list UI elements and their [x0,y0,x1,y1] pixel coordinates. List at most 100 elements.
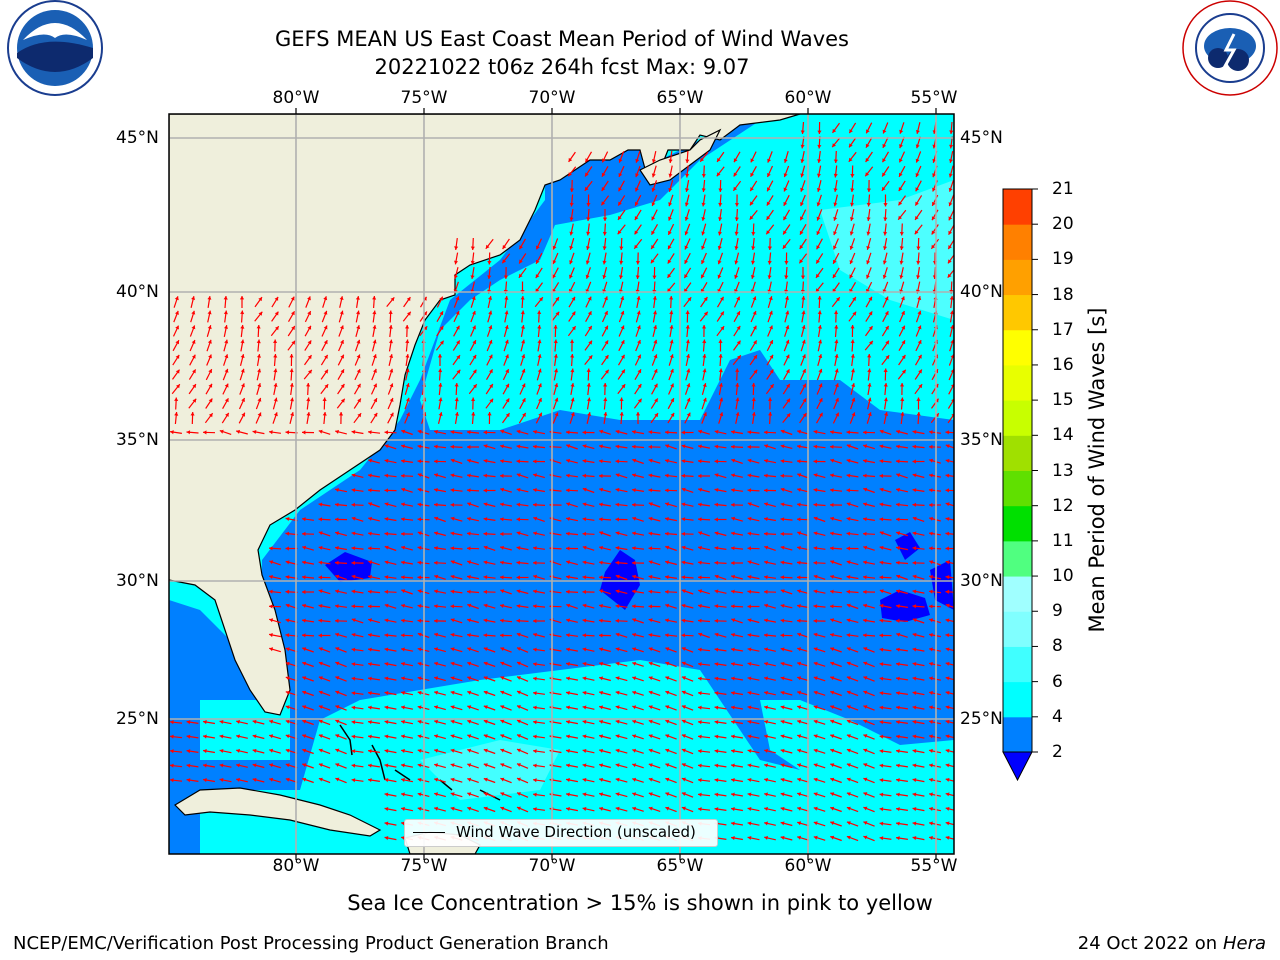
wind-vector-head [584,186,589,191]
wind-vector-head [434,429,438,434]
wind-vector-head [830,473,834,478]
wind-vector-head [318,502,323,507]
wind-vector-head [417,719,422,724]
wind-vector-head [384,705,389,710]
wind-vector-head [582,633,587,638]
wind-vector-head [929,604,933,609]
wind-vector-head [186,720,191,725]
wind-vector-head [582,430,586,435]
wind-vector-head [896,459,900,464]
wind-vector-head [599,545,603,550]
wind-vector-head [500,429,505,434]
wind-vector-head [618,187,623,192]
wind-vector-head [384,821,389,826]
lon-label-top: 65°W [656,88,704,108]
wind-vector-head [373,412,378,417]
wind-vector-head [302,705,307,710]
wind-vector-head [767,260,772,265]
wind-vector-head [801,325,806,329]
wind-vector-head [701,188,706,192]
wind-vector-head [372,296,377,300]
wind-vector-head [648,748,653,753]
wind-vector-head [533,516,538,521]
wind-vector-head [603,397,608,402]
wind-vector-head [620,340,625,345]
wind-vector-head [648,516,653,521]
wind-vector-head [504,339,509,344]
wind-vector-head [698,691,702,696]
wind-vector-head [747,763,752,768]
wind-vector-head [834,339,839,344]
wind-vector-head [681,806,686,811]
wind-vector-head [340,340,344,344]
wind-vector-head [863,705,868,709]
wind-vector-head [384,488,388,493]
wind-vector-head [813,459,817,464]
lat-label-right: 40°N [960,282,1003,302]
wind-vector-head [599,705,603,710]
wind-vector-head [384,517,389,522]
wind-vector-head [851,412,856,417]
wind-vector-head [401,459,405,464]
wind-vector-head [929,806,933,811]
wind-vector-head [324,384,329,389]
wind-vector-head [731,749,735,754]
wind-vector-head [566,444,571,449]
wind-vector-head [915,130,920,134]
wind-vector-head [665,633,669,638]
wind-vector-head [533,662,537,667]
wind-vector-head [533,792,537,797]
wind-vector-head [570,354,575,358]
lon-label-bottom: 75°W [400,856,448,876]
wind-vector-head [846,488,850,493]
wind-vector-head [813,690,818,695]
wind-vector-head [599,560,603,565]
wind-vector-head [401,821,405,826]
wind-vector-head [648,444,652,449]
wind-vector-head [450,473,455,478]
wind-vector-head [867,412,872,417]
wind-vector-head [483,473,488,478]
wind-vector-head [599,575,603,580]
wind-vector-head [417,748,422,753]
wind-vector-head [285,748,290,753]
wind-vector-head [830,560,835,565]
wind-vector-head [454,383,459,387]
wind-vector-head [912,574,917,579]
wind-vector-head [450,763,455,768]
wind-vector-head [569,231,574,236]
wind-vector-head [401,690,405,695]
wind-vector-head [768,310,773,315]
wind-vector-head [500,618,504,623]
wind-vector-head [665,618,669,623]
wind-vector-head [384,458,389,463]
wind-vector-head [698,662,702,667]
wind-vector-head [684,202,689,207]
wind-vector-head [533,488,537,493]
wind-vector-head [635,275,640,279]
wind-vector-head [368,516,372,521]
wind-vector-head [588,355,593,360]
wind-vector-head [632,502,636,507]
wind-vector-head [813,748,818,753]
wind-vector-head [899,158,903,163]
wind-vector-head [339,296,344,300]
wind-vector-head [819,412,823,417]
wind-vector-head [681,618,686,623]
wind-vector-head [898,187,903,192]
wind-vector-head [439,340,444,345]
wind-vector-head [483,748,488,753]
wind-vector-head [731,574,735,579]
wind-vector-head [912,807,917,812]
wind-vector-head [599,517,603,522]
lon-label-top: 80°W [272,88,320,108]
wind-vector-head [783,230,787,235]
wind-vector-head [533,691,537,696]
wind-vector-head [357,383,361,388]
lon-label-top: 55°W [910,88,958,108]
footer-date-text: 24 Oct 2022 on [1077,933,1223,954]
wind-vector-head [898,215,902,220]
wind-vector-head [500,545,504,550]
wind-vector-head [417,647,422,652]
